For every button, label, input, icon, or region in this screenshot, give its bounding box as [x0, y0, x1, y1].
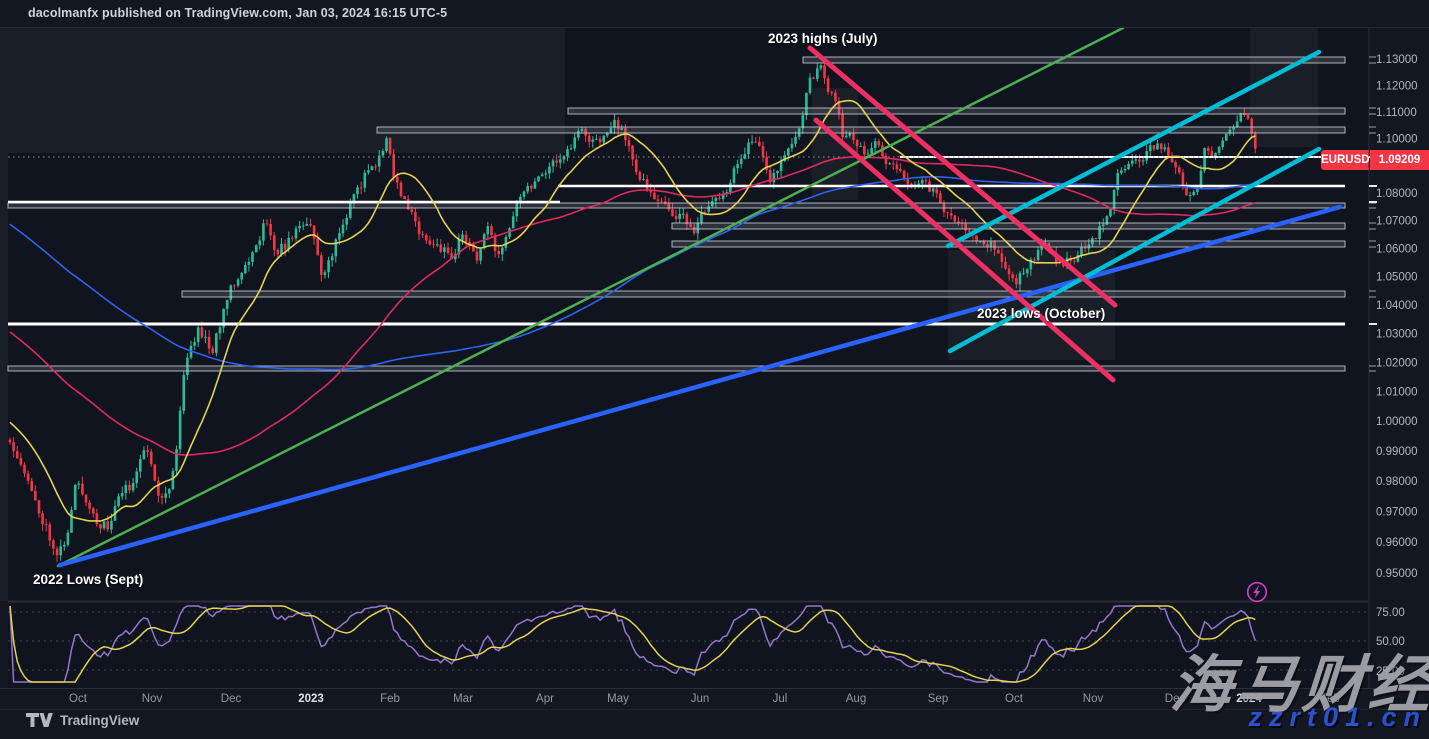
svg-text:1.04000: 1.04000	[1376, 300, 1418, 312]
svg-text:1.06000: 1.06000	[1376, 244, 1418, 256]
highlight-box	[8, 28, 565, 153]
svg-text:0.96000: 0.96000	[1376, 537, 1418, 549]
tradingview-brand-text: TradingView	[60, 712, 140, 728]
svg-text:Aug: Aug	[846, 693, 866, 705]
svg-text:0.99000: 0.99000	[1376, 446, 1418, 458]
svg-text:Oct: Oct	[69, 693, 88, 705]
watermark-site: zzrt01.cn	[1248, 702, 1427, 732]
resistance-band[interactable]	[7, 202, 1346, 209]
svg-text:0.95000: 0.95000	[1376, 568, 1418, 580]
svg-text:1.08000: 1.08000	[1376, 188, 1418, 200]
svg-text:0.98000: 0.98000	[1376, 476, 1418, 488]
annotation-lows2022[interactable]: 2022 Lows (Sept)	[33, 572, 144, 587]
svg-text:2024: 2024	[1236, 693, 1262, 705]
resistance-band[interactable]	[376, 126, 1346, 134]
svg-text:Jul: Jul	[773, 693, 788, 705]
svg-text:1.01000: 1.01000	[1376, 387, 1418, 399]
channel-pink-upper[interactable]	[807, 45, 1118, 308]
resistance-band[interactable]	[7, 365, 1346, 372]
svg-text:1.11000: 1.11000	[1376, 107, 1417, 119]
svg-text:May: May	[607, 693, 629, 705]
svg-text:Mar: Mar	[453, 693, 473, 705]
resistance-band[interactable]	[671, 222, 1346, 230]
boost-lightning-icon[interactable]	[1245, 580, 1269, 604]
svg-text:Nov: Nov	[1083, 693, 1104, 705]
resistance-band[interactable]	[181, 290, 1346, 298]
svg-text:Oct: Oct	[1005, 693, 1024, 705]
svg-text:1.03000: 1.03000	[1376, 329, 1418, 341]
svg-text:Nov: Nov	[142, 693, 163, 705]
current-price-tag: 1.09209	[1370, 150, 1429, 170]
svg-text:1.05000: 1.05000	[1376, 272, 1418, 284]
channel-pink-lower[interactable]	[813, 117, 1116, 383]
annotation-highs[interactable]: 2023 highs (July)	[768, 31, 878, 46]
svg-text:1.12000: 1.12000	[1376, 80, 1418, 92]
svg-text:1.07000: 1.07000	[1376, 216, 1418, 228]
svg-text:1.10000: 1.10000	[1376, 134, 1418, 146]
sma-mid-line[interactable]	[9, 155, 1256, 456]
price-axis[interactable]: 1.13000 1.12000 1.11000 1.10000 1.08000 1.070…	[1369, 54, 1418, 678]
time-axis[interactable]: Oct Nov Dec 2023 Feb Mar Apr May Jun Jul Aug Sep Oct…	[69, 693, 1340, 705]
candles-layer	[8, 59, 1257, 562]
channel-cyan-lower[interactable]	[947, 146, 1322, 354]
rsi-line[interactable]	[9, 605, 1257, 683]
svg-text:Jun: Jun	[691, 693, 710, 705]
resistance-band[interactable]	[802, 56, 1346, 64]
svg-text:25.00: 25.00	[1376, 666, 1405, 678]
plot-background	[8, 28, 1368, 688]
svg-text:50.00: 50.00	[1376, 636, 1405, 648]
trendline-blue-2022-support[interactable]	[57, 204, 1343, 568]
publish-line: dacolmanfx published on TradingView.com,…	[28, 6, 448, 20]
trendline-green-2022-support[interactable]	[56, 26, 1125, 568]
svg-text:75.00: 75.00	[1376, 607, 1405, 619]
tradingview-logo-icon	[26, 713, 53, 727]
svg-text:Feb: Feb	[380, 693, 400, 705]
svg-text:1.02000: 1.02000	[1376, 358, 1418, 370]
header-bar: dacolmanfx published on TradingView.com,…	[0, 0, 1429, 27]
sma-fast-line[interactable]	[9, 99, 1256, 522]
footer-brand[interactable]: TradingView	[26, 712, 139, 728]
rsi-ma-line[interactable]	[9, 605, 1256, 683]
annotation-lows[interactable]: 2023 lows (October)	[977, 306, 1106, 321]
svg-text:1.00000: 1.00000	[1376, 416, 1418, 428]
svg-text:Apr: Apr	[536, 693, 554, 705]
svg-text:Dec: Dec	[221, 693, 242, 705]
symbol-tag: EURUSD	[1321, 150, 1370, 170]
svg-text:Feb: Feb	[1320, 693, 1340, 705]
svg-text:Sep: Sep	[928, 693, 948, 705]
svg-text:Dec: Dec	[1165, 693, 1186, 705]
svg-text:1.13000: 1.13000	[1376, 54, 1418, 66]
svg-text:0.97000: 0.97000	[1376, 506, 1418, 518]
svg-text:2023: 2023	[298, 693, 324, 705]
